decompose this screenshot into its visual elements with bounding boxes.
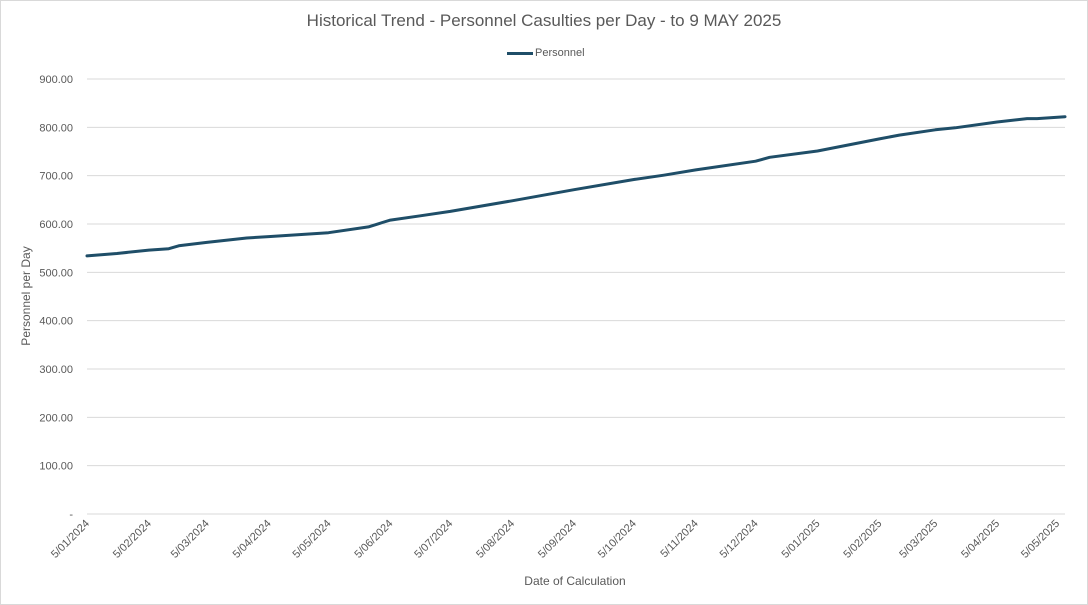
y-tick-label: - bbox=[69, 509, 73, 521]
x-tick-label: 5/03/2024 bbox=[169, 518, 212, 561]
x-tick-label: 5/02/2024 bbox=[111, 518, 154, 561]
x-tick-label: 5/01/2025 bbox=[780, 518, 823, 561]
chart-title: Historical Trend - Personnel Casulties p… bbox=[306, 11, 782, 30]
y-tick-label: 400.00 bbox=[39, 316, 73, 328]
x-tick-label: 5/01/2024 bbox=[49, 518, 92, 561]
y-tick-label: 100.00 bbox=[39, 461, 73, 473]
y-tick-label: 800.00 bbox=[39, 122, 73, 134]
legend-swatch-personnel bbox=[507, 51, 533, 55]
x-tick-label: 5/07/2024 bbox=[412, 518, 455, 561]
y-tick-label: 300.00 bbox=[39, 364, 73, 376]
y-tick-label: 900.00 bbox=[39, 74, 73, 86]
series-layer bbox=[85, 115, 1067, 258]
y-tick-label: 600.00 bbox=[39, 219, 73, 231]
x-axis-title: Date of Calculation bbox=[524, 574, 625, 588]
x-tick-label: 5/03/2025 bbox=[897, 518, 940, 561]
x-tick-label: 5/10/2024 bbox=[596, 518, 639, 561]
y-axis-title: Personnel per Day bbox=[19, 246, 33, 345]
series-line-personnel bbox=[85, 115, 1067, 258]
x-tick-label: 5/08/2024 bbox=[474, 518, 517, 561]
y-tick-label: 700.00 bbox=[39, 171, 73, 183]
x-tick-label: 5/06/2024 bbox=[352, 518, 395, 561]
x-tick-label: 5/02/2025 bbox=[841, 518, 884, 561]
x-tick-label: 5/04/2024 bbox=[231, 518, 274, 561]
y-tick-label: 200.00 bbox=[39, 412, 73, 424]
legend-label-personnel: Personnel bbox=[535, 47, 585, 59]
x-tick-label: 5/05/2024 bbox=[291, 518, 334, 561]
x-tick-label: 5/12/2024 bbox=[718, 518, 761, 561]
x-tick-label: 5/05/2025 bbox=[1019, 518, 1062, 561]
x-tick-label: 5/11/2024 bbox=[658, 518, 701, 561]
x-tick-label: 5/09/2024 bbox=[536, 518, 579, 561]
gridlines bbox=[87, 78, 1065, 515]
y-tick-label: 500.00 bbox=[39, 267, 73, 279]
y-axis-ticks: - 100.00 200.00 300.00 400.00 500.00 600.00 700… bbox=[39, 74, 73, 521]
x-tick-label: 5/04/2025 bbox=[959, 518, 1002, 561]
x-axis-ticks: 5/01/2024 5/02/2024 5/03/2024 5/04/2024 5/05… bbox=[49, 518, 1062, 561]
legend: Personnel bbox=[507, 47, 585, 59]
